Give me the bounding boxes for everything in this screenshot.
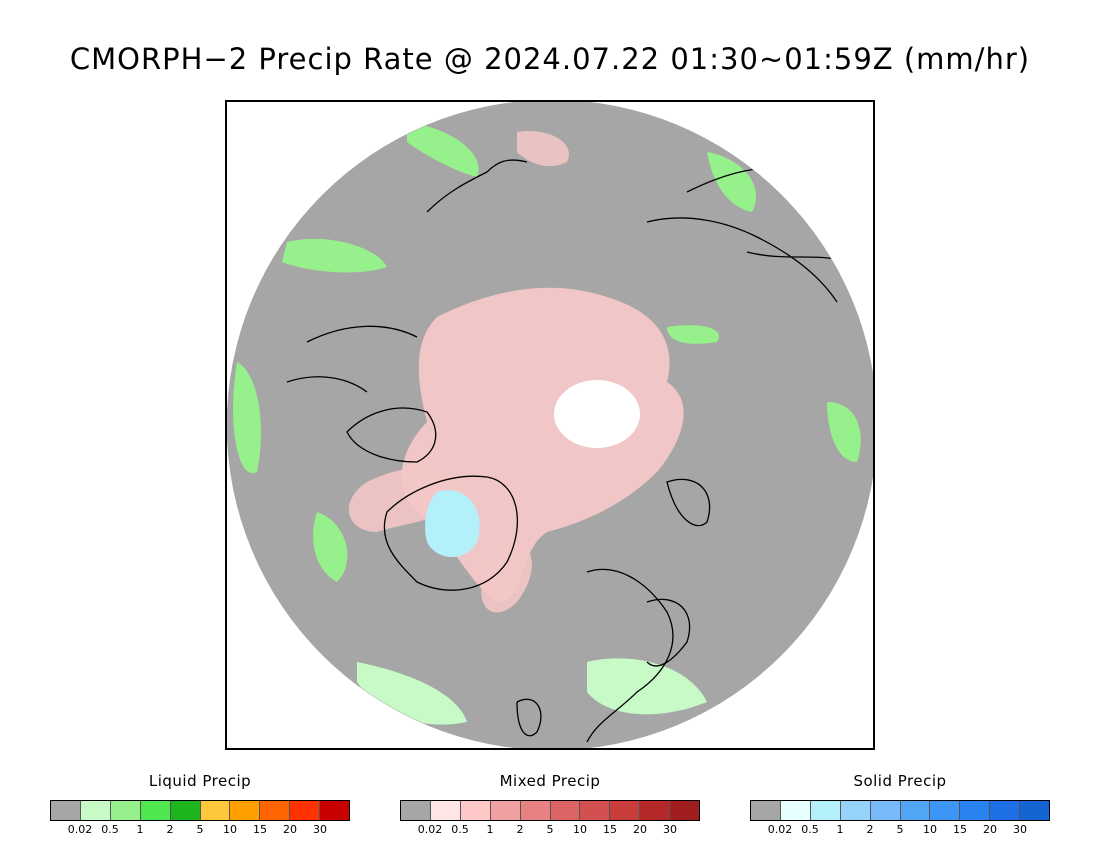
legend-swatch [670,801,700,820]
legend-swatch [401,801,431,820]
legend-swatch [810,801,841,820]
legend-tick-label: 20 [633,823,647,836]
liquid-precip-atlantic [313,512,348,582]
legend-tick-label: 10 [223,823,237,836]
liquid-precip-siberia [667,325,719,344]
legend-tick-label: 10 [573,823,587,836]
legend-swatch [870,801,901,820]
legend-tick-label: 15 [603,823,617,836]
legend-liquid: Liquid Precip 0.02 0.5 1 2 5 10 15 20 30 [50,772,350,837]
legend-ticks-solid: 0.02 0.5 1 2 5 10 15 20 30 [750,823,1050,837]
polar-map-canvas [227,102,873,748]
legend-tick-label: 1 [836,823,844,836]
legend-swatch [550,801,581,820]
legend-bar-mixed [400,800,700,821]
liquid-precip-ne [707,152,756,212]
legend-tick-label: 10 [923,823,937,836]
legend-tick-label: 30 [313,823,327,836]
legend-swatch [230,801,261,820]
legend-tick-label: 2 [166,823,174,836]
legend-tick-label: 0.02 [767,823,793,836]
legend-tick-label: 1 [136,823,144,836]
legend-tick-label: 15 [253,823,267,836]
legend-swatch [610,801,641,820]
legend-ticks-mixed: 0.02 0.5 1 2 5 10 15 20 30 [400,823,700,837]
legend-swatch [490,801,521,820]
liquid-precip-nw [407,122,479,177]
legend-tick-label: 20 [983,823,997,836]
legend-tick-label: 0.5 [801,823,819,836]
legend-swatch [580,801,611,820]
legend-swatch [840,801,871,820]
legend-swatch [900,801,931,820]
legend-title-solid: Solid Precip [853,772,947,790]
legend-swatch [51,801,81,820]
legend-tick-label: 0.02 [67,823,93,836]
pole-hole [554,380,640,448]
legend-solid: Solid Precip 0.02 0.5 1 2 5 10 15 20 30 [750,772,1050,837]
legend-tick-label: 5 [896,823,904,836]
legend-swatch [80,801,111,820]
legend-swatch [290,801,321,820]
legend-swatch [751,801,781,820]
legend-swatch [460,801,491,820]
legend-swatch [110,801,141,820]
legend-mixed: Mixed Precip 0.02 0.5 1 2 5 10 15 20 30 [400,772,700,837]
legend-tick-label: 5 [196,823,204,836]
legend-swatch [140,801,171,820]
legend-title-liquid: Liquid Precip [148,772,252,790]
legend-swatch [960,801,991,820]
legend-swatch [260,801,291,820]
map-title: CMORPH−2 Precip Rate @ 2024.07.22 01:30~… [69,42,1031,76]
legend-tick-label: 30 [1013,823,1027,836]
legend-swatch [990,801,1021,820]
legend-swatch [170,801,201,820]
mixed-precip-greenland-east [481,540,532,613]
liquid-precip-south [357,662,467,725]
legend-bar-liquid [50,800,350,821]
legend-tick-label: 20 [283,823,297,836]
legend-swatch [430,801,461,820]
liquid-precip-alaska [282,238,387,273]
liquid-precip-europe [587,658,707,715]
polar-map [225,100,875,750]
legend-tick-label: 1 [486,823,494,836]
liquid-precip-west [233,362,261,474]
legend-tick-label: 15 [953,823,967,836]
legend-swatch [520,801,551,820]
legend-tick-label: 0.5 [451,823,469,836]
solid-precip-greenland [425,490,480,557]
legend-tick-label: 0.02 [417,823,443,836]
legend-swatch [780,801,811,820]
liquid-precip-east [827,402,861,462]
mixed-precip-north [517,131,569,167]
legend-swatch [930,801,961,820]
legend-tick-label: 5 [546,823,554,836]
legend-bar-solid [750,800,1050,821]
legend-swatch [320,801,350,820]
legend-tick-label: 2 [866,823,874,836]
legend-swatch [200,801,231,820]
legend-ticks-liquid: 0.02 0.5 1 2 5 10 15 20 30 [50,823,350,837]
legend-swatch [640,801,671,820]
legend-tick-label: 2 [516,823,524,836]
legend-tick-label: 0.5 [101,823,119,836]
mixed-precip-streak [348,468,467,532]
legend-swatch [1020,801,1050,820]
legend-title-mixed: Mixed Precip [499,772,601,790]
legend-tick-label: 30 [663,823,677,836]
